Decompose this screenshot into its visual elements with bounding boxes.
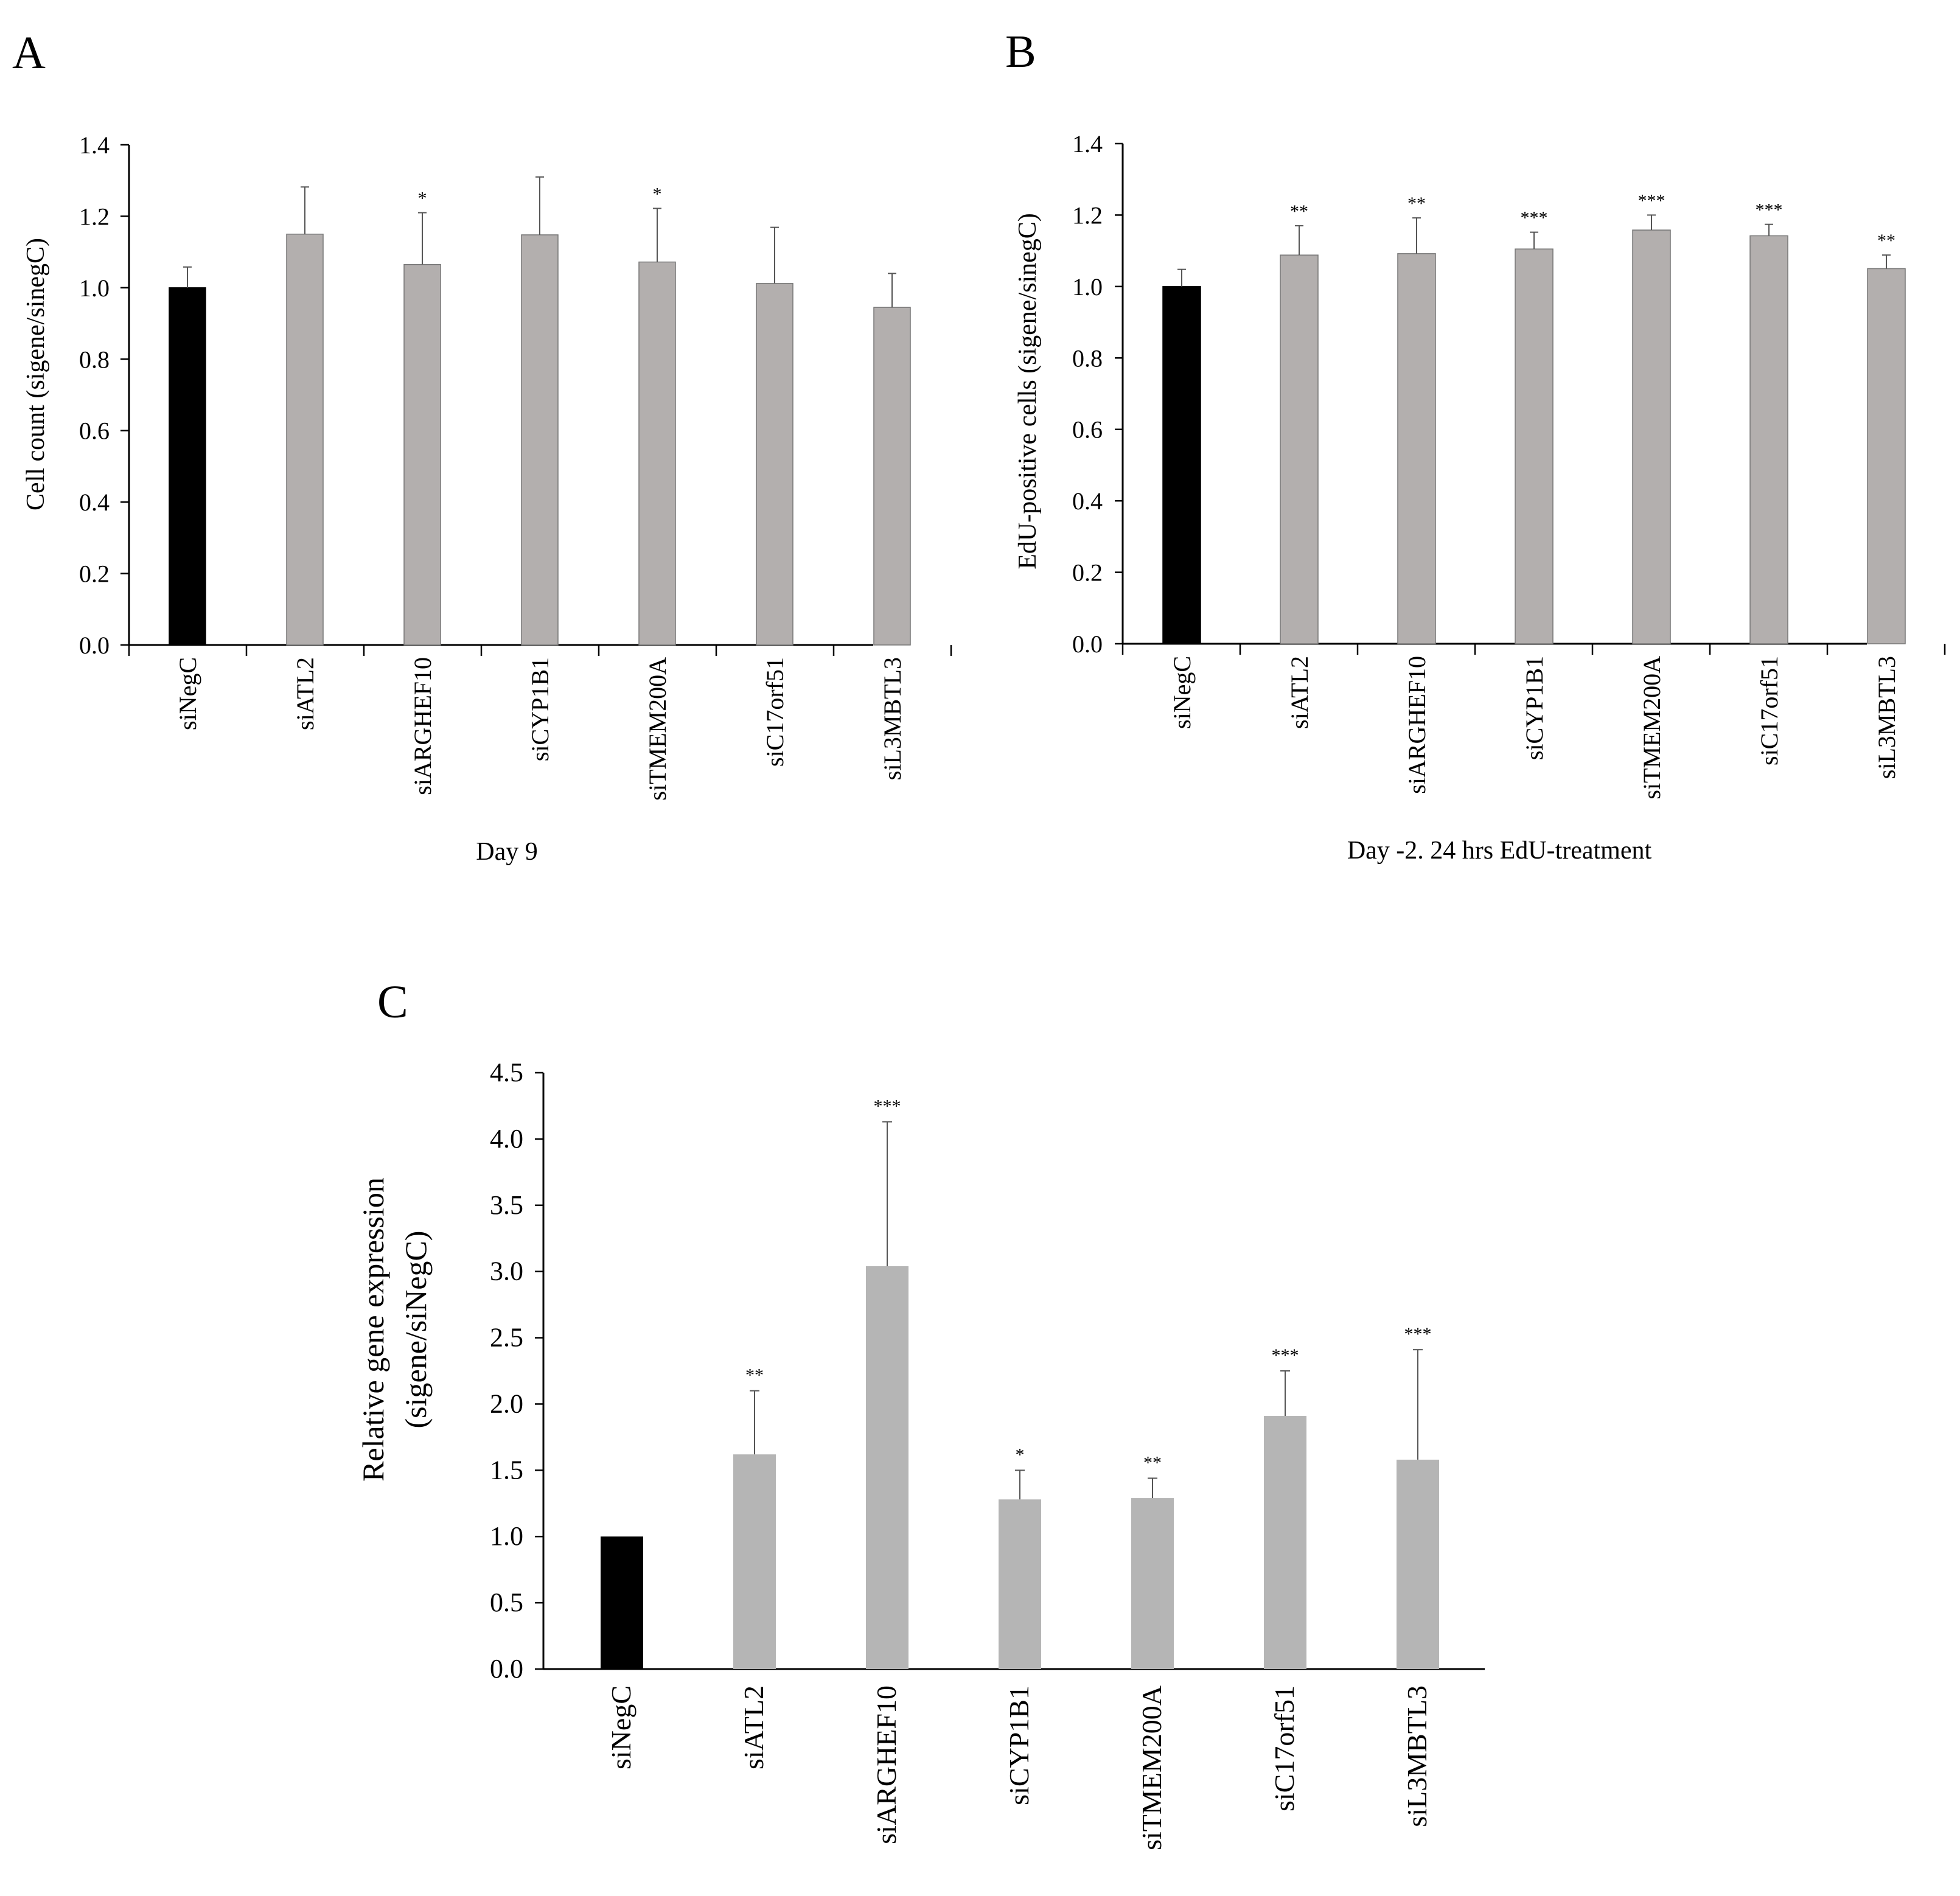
panel-c-significance-siTMEM200A: ** [1143, 1452, 1162, 1473]
panel-b-category-label-siCYP1B1: siCYP1B1 [1521, 656, 1548, 760]
panel-b-bar-siARGHEF10 [1397, 253, 1436, 644]
panel-b-significance-siL3MBTL3: ** [1877, 231, 1895, 251]
panel-a-significance-siTMEM200A: * [653, 184, 662, 204]
panel-a-y-tick-label: 1.4 [79, 131, 110, 159]
panel-c-y-tick-label: 4.5 [490, 1058, 523, 1087]
panel-b-y-axis-title: EdU-positive cells (sigene/sinegC) [1014, 213, 1042, 570]
panel-letter-c: C [377, 977, 408, 1028]
panel-c-y-tick-label: 2.0 [490, 1389, 523, 1418]
panel-b-y-tick-label: 1.0 [1072, 273, 1103, 301]
panel-b-y-tick-label: 0.4 [1072, 487, 1103, 515]
panel-c-y-tick-label: 0.5 [490, 1588, 523, 1617]
panel-a-y-tick-label: 1.2 [79, 203, 110, 230]
panel-a-bar-siL3MBTL3 [873, 307, 911, 646]
panel-c-bar-siCYP1B1 [999, 1499, 1041, 1669]
panel-b-category-label-siATL2: siATL2 [1286, 656, 1313, 729]
panel-b-y-tick-label: 0.2 [1072, 559, 1103, 587]
panel-c-significance-siC17orf51: *** [1272, 1345, 1299, 1365]
panel-a-category-label-siATL2: siATL2 [291, 657, 319, 730]
panel-c-y-tick-label: 0.0 [490, 1654, 523, 1684]
panel-a-y-tick-label: 0.8 [79, 346, 110, 373]
panel-b-y-tick-label: 0.6 [1072, 416, 1103, 444]
panel-c-significance-siATL2: ** [745, 1365, 764, 1385]
panel-b-significance-siTMEM200A: *** [1638, 190, 1665, 211]
panel-c-y-tick-label: 2.5 [490, 1323, 523, 1353]
panel-c-y-tick-label: 3.5 [490, 1190, 523, 1220]
panel-a-category-label-siCYP1B1: siCYP1B1 [526, 657, 554, 761]
panel-a-y-axis-title: Cell count (sigene/sinegC) [22, 238, 50, 511]
panel-c-category-label-siCYP1B1: siCYP1B1 [1003, 1685, 1034, 1805]
panel-a-significance-siARGHEF10: * [418, 189, 427, 209]
panel-a-bar-siARGHEF10 [403, 263, 441, 646]
panel-a-y-tick-label: 0.4 [79, 489, 110, 516]
panel-b-chart: B EdU-positive cells (sigene/sinegC) Day… [1005, 26, 1946, 865]
panel-c-bar-siTMEM200A [1131, 1498, 1174, 1669]
panel-c-category-label-siARGHEF10: siARGHEF10 [871, 1685, 902, 1844]
panel-a-bar-siC17orf51 [756, 283, 793, 646]
panel-b-category-label-siL3MBTL3: siL3MBTL3 [1873, 656, 1900, 779]
panel-b-significance-siCYP1B1: *** [1521, 208, 1548, 228]
panel-a-category-label-siARGHEF10: siARGHEF10 [409, 657, 436, 795]
panel-a-category-label-siC17orf51: siC17orf51 [761, 657, 789, 767]
panel-a-category-label-siNegC: siNegC [174, 657, 201, 730]
panel-a-y-tick-label: 0.0 [79, 632, 110, 659]
panel-c-y-axis-title-line-1: Relative gene expression [356, 1177, 390, 1482]
panel-a-y-tick-label: 0.2 [79, 560, 110, 588]
panel-c-significance-siL3MBTL3: *** [1404, 1324, 1432, 1344]
panel-b-bar-siNegC [1162, 286, 1201, 644]
panel-c-chart: C Relative gene expression (sigene/siNeg… [356, 977, 1485, 1850]
panel-c-category-label-siATL2: siATL2 [738, 1685, 769, 1769]
panel-a-y-tick-label: 1.0 [79, 274, 110, 302]
panel-b-bar-siL3MBTL3 [1867, 268, 1906, 644]
panel-c-category-label-siC17orf51: siC17orf51 [1269, 1685, 1300, 1811]
panel-b-y-tick-label: 1.4 [1072, 130, 1103, 158]
panel-c-category-label-siL3MBTL3: siL3MBTL3 [1401, 1685, 1432, 1827]
panel-a-x-axis-title: Day 9 [476, 838, 537, 866]
panel-b-y-tick-label: 1.2 [1072, 201, 1103, 229]
panel-c-bar-siNegC [601, 1536, 643, 1669]
panel-letter-a: A [12, 27, 46, 78]
panel-c-bar-siC17orf51 [1264, 1416, 1306, 1669]
panel-c-significance-siCYP1B1: * [1016, 1445, 1025, 1465]
panel-b-significance-siATL2: ** [1290, 201, 1308, 221]
panel-b-category-label-siNegC: siNegC [1168, 656, 1196, 729]
panel-c-bar-siARGHEF10 [866, 1266, 909, 1669]
panel-c-y-tick-label: 4.0 [490, 1124, 523, 1154]
panel-c-y-tick-label: 1.0 [490, 1521, 523, 1551]
panel-b-category-label-siC17orf51: siC17orf51 [1756, 656, 1783, 765]
panel-b-category-label-siARGHEF10: siARGHEF10 [1403, 656, 1431, 794]
panel-c-y-axis-title-line-2: (sigene/siNegC) [399, 1231, 433, 1429]
panel-b-category-label-siTMEM200A: siTMEM200A [1638, 656, 1665, 800]
panel-a-category-label-siTMEM200A: siTMEM200A [644, 657, 671, 801]
panel-c-bar-siL3MBTL3 [1397, 1459, 1439, 1669]
panel-a-chart: A Cell count (sigene/sinegC) Day 9 0.0 0.… [12, 27, 952, 866]
panel-a-category-label-siL3MBTL3: siL3MBTL3 [879, 657, 906, 780]
panel-b-bar-siTMEM200A [1632, 229, 1671, 644]
panel-c-y-tick-label: 3.0 [490, 1256, 523, 1286]
panel-b-significance-siC17orf51: *** [1756, 200, 1783, 220]
panel-c-y-tick-label: 1.5 [490, 1455, 523, 1485]
panel-b-y-tick-label: 0.0 [1072, 630, 1103, 658]
panel-a-bar-siCYP1B1 [521, 234, 559, 646]
panel-a-y-tick-label: 0.6 [79, 417, 110, 445]
panel-b-significance-siARGHEF10: ** [1407, 193, 1426, 214]
panel-a-bar-siATL2 [286, 234, 324, 646]
panel-b-y-tick-label: 0.8 [1072, 344, 1103, 372]
panel-a-bar-siTMEM200A [638, 261, 676, 646]
panel-b-bar-siC17orf51 [1749, 235, 1788, 644]
panel-c-category-label-siNegC: siNegC [605, 1685, 636, 1769]
panel-b-x-axis-title: Day -2. 24 hrs EdU-treatment [1347, 837, 1652, 865]
panel-b-bar-siATL2 [1280, 254, 1319, 644]
panel-c-bar-siATL2 [733, 1454, 776, 1669]
panel-letter-b: B [1005, 26, 1036, 77]
panel-c-significance-siARGHEF10: *** [874, 1096, 901, 1117]
panel-a-bar-siNegC [169, 287, 206, 646]
panel-b-bar-siCYP1B1 [1515, 248, 1554, 644]
panel-c-category-label-siTMEM200A: siTMEM200A [1136, 1685, 1167, 1850]
